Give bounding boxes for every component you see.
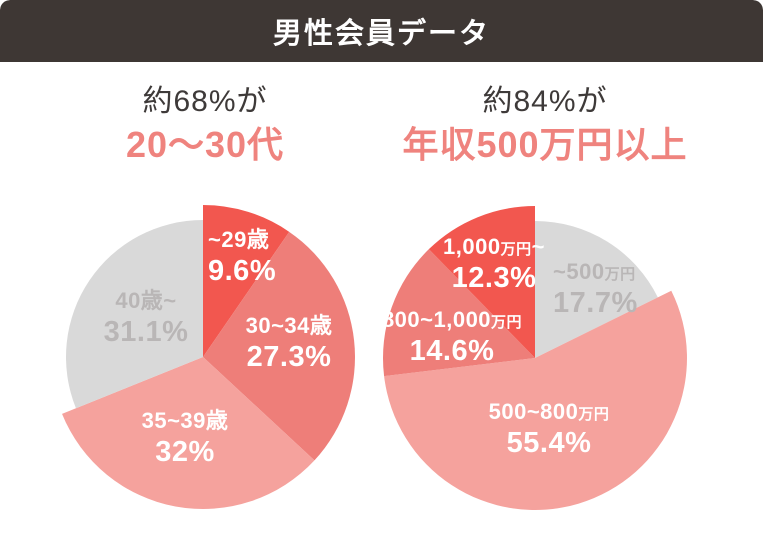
income-caption-highlight: 年収500万円以上 — [402, 124, 688, 165]
pie-slice-income-0 — [535, 221, 658, 358]
pie-slice-income-1 — [384, 290, 687, 510]
title-bar: 男性会員データ — [0, 0, 763, 62]
age-caption-lead: 約68%が — [142, 85, 268, 118]
income-chart-caption: 約84%が 年収500万円以上 — [365, 82, 725, 168]
income-caption-lead: 約84%が — [482, 85, 608, 118]
pie-slice-income-3 — [428, 206, 535, 358]
age-caption-highlight: 20〜30代 — [125, 124, 285, 165]
pie-slice-age-1 — [203, 231, 355, 461]
age-chart-caption: 約68%が 20〜30代 — [25, 82, 385, 168]
pie-slice-income-2 — [382, 249, 535, 377]
pie-slice-age-2 — [62, 357, 315, 509]
page-title: 男性会員データ — [272, 18, 490, 50]
pie-slice-age-0 — [203, 205, 290, 357]
pie-slice-age-3 — [66, 220, 203, 409]
